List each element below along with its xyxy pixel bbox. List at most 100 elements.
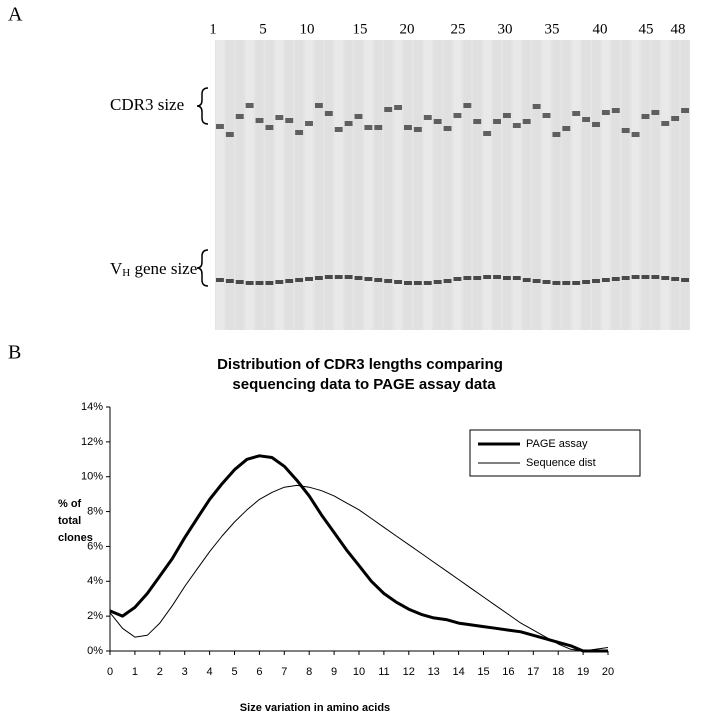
band: [522, 278, 531, 282]
panel-label: B: [8, 342, 21, 364]
band: [572, 281, 581, 285]
vh-rest: gene size: [130, 259, 197, 278]
lane: [611, 40, 620, 330]
band: [522, 119, 531, 124]
lane: [413, 40, 422, 330]
band: [582, 117, 591, 122]
band: [394, 280, 403, 284]
lane: [502, 40, 511, 330]
y-tick-label: 12%: [81, 436, 103, 448]
band: [641, 275, 650, 279]
x-tick-label: 16: [502, 666, 514, 678]
band: [255, 118, 264, 123]
lane: [285, 40, 294, 330]
band: [374, 125, 383, 130]
band: [661, 121, 670, 126]
band: [374, 278, 383, 282]
lane-label: 48: [671, 21, 686, 37]
lane: [334, 40, 343, 330]
y-tick-label: 6%: [87, 540, 103, 552]
band: [305, 121, 313, 126]
band: [235, 114, 244, 119]
band: [512, 276, 521, 280]
lane-label: 45: [639, 21, 654, 37]
lane-label: 15: [353, 21, 368, 37]
band: [364, 277, 373, 281]
band: [681, 278, 689, 282]
band: [394, 105, 403, 110]
band: [314, 276, 323, 280]
y-tick-label: 2%: [87, 610, 103, 622]
x-tick-label: 6: [256, 666, 262, 678]
lane: [651, 40, 660, 330]
legend-label: Sequence dist: [526, 457, 596, 469]
lane: [661, 40, 670, 330]
band: [285, 118, 294, 123]
band: [532, 104, 541, 109]
vh-subscript: H: [122, 267, 130, 279]
band: [552, 132, 561, 137]
x-tick-label: 10: [353, 666, 365, 678]
band: [542, 113, 551, 118]
lane: [314, 40, 323, 330]
panel-label: A: [8, 4, 23, 26]
lane-label: 25: [451, 21, 466, 37]
band: [324, 111, 333, 116]
x-axis-label: Size variation in amino acids: [240, 702, 390, 714]
lane: [522, 40, 531, 330]
band: [453, 277, 462, 281]
lane-label: 35: [545, 21, 560, 37]
x-tick-label: 8: [306, 666, 312, 678]
band: [433, 280, 442, 284]
x-tick-label: 2: [157, 666, 163, 678]
lane: [681, 40, 689, 330]
lane: [532, 40, 541, 330]
lane: [394, 40, 403, 330]
band: [314, 103, 323, 108]
series-line: [109, 484, 609, 652]
band: [443, 126, 452, 131]
x-tick-label: 13: [428, 666, 440, 678]
x-tick-label: 7: [281, 666, 287, 678]
band: [473, 276, 482, 280]
lane: [305, 40, 313, 330]
y-axis-label: % of: [58, 498, 82, 510]
band: [413, 127, 422, 132]
lane: [542, 40, 551, 330]
lane: [562, 40, 571, 330]
band: [661, 276, 670, 280]
band: [344, 275, 353, 279]
band: [364, 125, 373, 130]
band: [502, 276, 511, 280]
band: [562, 126, 571, 131]
y-tick-label: 10%: [81, 471, 103, 483]
band: [295, 278, 304, 282]
lane: [374, 40, 383, 330]
band: [305, 277, 313, 281]
brace: [196, 249, 209, 287]
band: [473, 119, 482, 124]
x-tick-label: 12: [403, 666, 415, 678]
band: [681, 108, 689, 113]
gel-image: [215, 40, 690, 330]
band: [225, 132, 234, 137]
band: [502, 113, 511, 118]
band: [216, 278, 224, 282]
legend-box: [469, 429, 641, 477]
band: [245, 103, 254, 108]
lane: [483, 40, 492, 330]
band: [601, 110, 610, 115]
band: [572, 111, 581, 116]
band: [631, 132, 640, 137]
band: [601, 278, 610, 282]
vh-main: V: [110, 259, 123, 278]
lane: [473, 40, 482, 330]
y-tick-label: 0%: [87, 645, 103, 657]
lane-label: 30: [498, 21, 513, 37]
lane: [384, 40, 393, 330]
y-tick-label: 4%: [87, 575, 103, 587]
chart-title: sequencing data to PAGE assay data: [232, 376, 496, 393]
band: [651, 275, 660, 279]
band: [216, 124, 224, 129]
lane: [364, 40, 373, 330]
